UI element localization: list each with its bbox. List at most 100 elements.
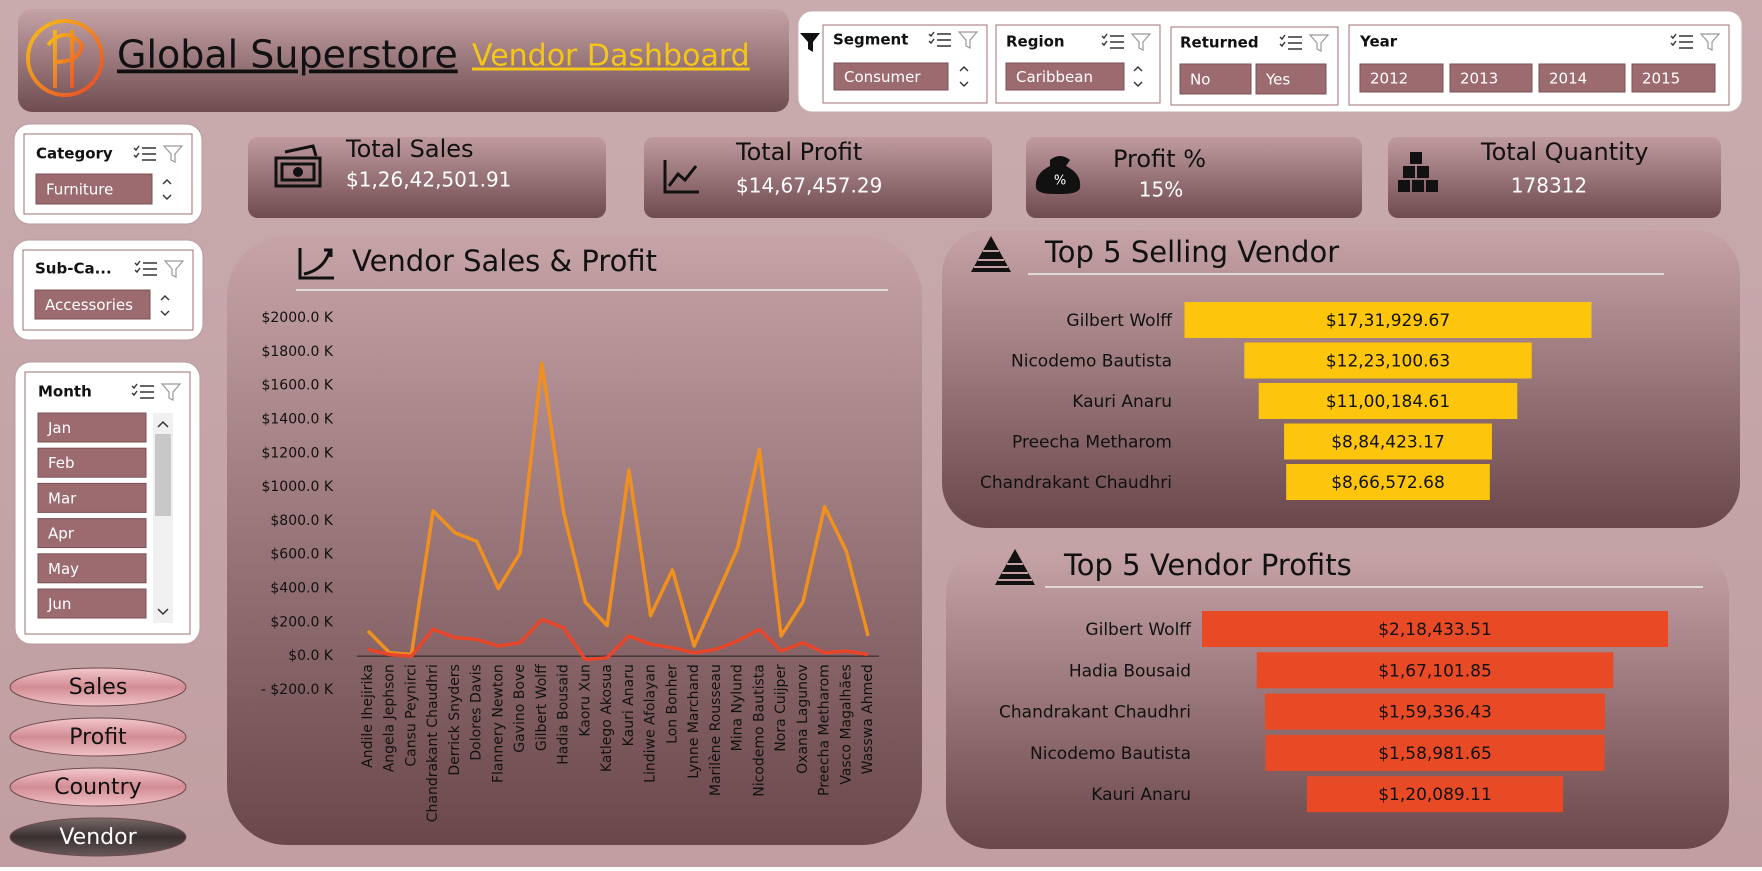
clear-filter-icon[interactable] [162, 145, 184, 163]
sales-icon [274, 144, 322, 188]
logo [26, 19, 104, 97]
logo-mark [46, 30, 85, 88]
x-tick-label: Wasswa Ahmed [860, 664, 876, 774]
slicer-label: Category [36, 145, 113, 163]
bar [1265, 693, 1605, 730]
clear-filter-icon[interactable] [163, 260, 185, 278]
slicer-item[interactable] [37, 588, 147, 619]
clear-filter-icon[interactable] [1699, 33, 1721, 51]
x-tick-label: Marilène Rousseau [708, 664, 724, 796]
x-tick-label: Lon Bonher [664, 664, 680, 744]
scroll-arrows[interactable] [1133, 66, 1143, 87]
slicer-label: Month [38, 383, 92, 401]
multi-select-icon[interactable] [134, 260, 157, 276]
slicer-item[interactable] [833, 62, 949, 91]
slicer-item[interactable] [37, 518, 147, 549]
slicer-item[interactable] [37, 553, 147, 584]
multi-select-icon[interactable] [1670, 33, 1693, 49]
data-label: $8,66,572.68 [1331, 473, 1445, 493]
pyramid-icon-lines [998, 563, 1032, 581]
slicer-item[interactable] [1179, 63, 1252, 95]
slicer-item[interactable] [1359, 63, 1444, 93]
x-tick-label: Derrick Snyders [447, 664, 463, 775]
clear-filter-icon[interactable] [160, 383, 182, 401]
slicer-item[interactable] [35, 173, 153, 205]
bar [1265, 734, 1605, 771]
filter-icon [800, 33, 820, 52]
slicer-item-label: Apr [48, 525, 75, 543]
scroll-arrows[interactable] [160, 295, 170, 316]
data-label: $11,00,184.61 [1326, 392, 1450, 412]
y-tick-label: $1200.0 K [261, 445, 333, 461]
y-tick-label: $600.0 K [270, 547, 333, 563]
y-tick-label: $800.0 K [270, 513, 333, 529]
slicer-item-label: 2014 [1549, 70, 1587, 88]
chart-title: Vendor Sales & Profit [352, 244, 657, 278]
chart-title: Top 5 Selling Vendor [1044, 235, 1339, 269]
nav-button[interactable] [9, 767, 187, 807]
y-tick-label: $0.0 K [288, 648, 334, 664]
slicer-item-label: May [48, 560, 79, 578]
data-label: $17,31,929.67 [1326, 311, 1450, 331]
slicer-item-label: Jan [47, 419, 71, 437]
x-tick-label: Cansu Peynirci [403, 664, 419, 766]
slicer-item[interactable] [1255, 63, 1327, 95]
slicer-item[interactable] [37, 412, 147, 443]
chart-icon [298, 248, 334, 280]
clear-filter-icon[interactable] [1308, 34, 1330, 52]
scroll-arrows[interactable] [157, 420, 169, 616]
data-label: $8,84,423.17 [1331, 433, 1445, 453]
multi-select-icon[interactable] [928, 31, 951, 47]
multi-select-icon[interactable] [1279, 34, 1302, 50]
bar [1202, 611, 1668, 647]
x-tick-label: Vasco Magalhães [838, 664, 854, 784]
y-tick-label: $1600.0 K [261, 378, 333, 394]
slicer-item[interactable] [1631, 63, 1716, 93]
data-label: $2,18,433.51 [1378, 620, 1492, 640]
kpi-label: Total Sales [345, 135, 474, 163]
scroll-arrows[interactable] [162, 179, 172, 200]
kpi-card [1026, 137, 1362, 218]
profit-pct-icon-glyph: % [1054, 174, 1066, 189]
nav-button[interactable] [9, 817, 187, 857]
x-tick-label: Kauri Anaru [621, 664, 637, 746]
slicer-item[interactable] [1005, 62, 1125, 91]
data-label: $12,23,100.63 [1326, 352, 1450, 372]
multi-select-icon[interactable] [131, 383, 154, 399]
nav-button[interactable] [9, 717, 187, 757]
multi-select-icon[interactable] [1101, 33, 1124, 49]
x-tick-label: Nora Cuijper [773, 664, 789, 752]
category-label: Kauri Anaru [1091, 785, 1191, 805]
nav-button[interactable] [9, 667, 187, 707]
y-tick-label: $2000.0 K [261, 310, 333, 326]
sales-icon-dot [293, 167, 303, 177]
bar [1284, 423, 1492, 460]
multi-select-icon[interactable] [133, 145, 156, 161]
y-tick-label: $1400.0 K [261, 411, 333, 427]
slicer-item-label: Mar [48, 489, 77, 507]
y-tick-label: $1800.0 K [261, 344, 333, 360]
slicer-item[interactable] [37, 447, 147, 478]
series-line [366, 361, 870, 657]
series-line [367, 617, 869, 662]
slicer-item[interactable] [1538, 63, 1626, 93]
x-tick-label: Dolores Davis [469, 664, 485, 760]
slicer-item[interactable] [1449, 63, 1533, 93]
category-label: Chandrakant Chaudhri [980, 473, 1172, 493]
kpi-card [1388, 137, 1721, 218]
slicer-item[interactable] [34, 289, 151, 320]
slicer-item-label: Furniture [46, 181, 113, 199]
slicer-item[interactable] [37, 482, 147, 513]
slicer-item-label: 2013 [1460, 70, 1498, 88]
clear-filter-icon[interactable] [957, 31, 979, 49]
category-label: Gilbert Wolff [1085, 620, 1192, 640]
clear-filter-icon[interactable] [1130, 33, 1152, 51]
pyramid-icon [995, 549, 1035, 585]
slicer-label: Returned [1180, 34, 1259, 52]
kpi-card [644, 137, 992, 218]
scroll-arrows[interactable] [959, 66, 969, 87]
scrollbar-thumb[interactable] [155, 434, 171, 516]
data-label: $1,67,101.85 [1378, 661, 1492, 681]
y-tick-label: - $200.0 K [261, 682, 334, 698]
y-tick-label: $200.0 K [270, 614, 333, 630]
